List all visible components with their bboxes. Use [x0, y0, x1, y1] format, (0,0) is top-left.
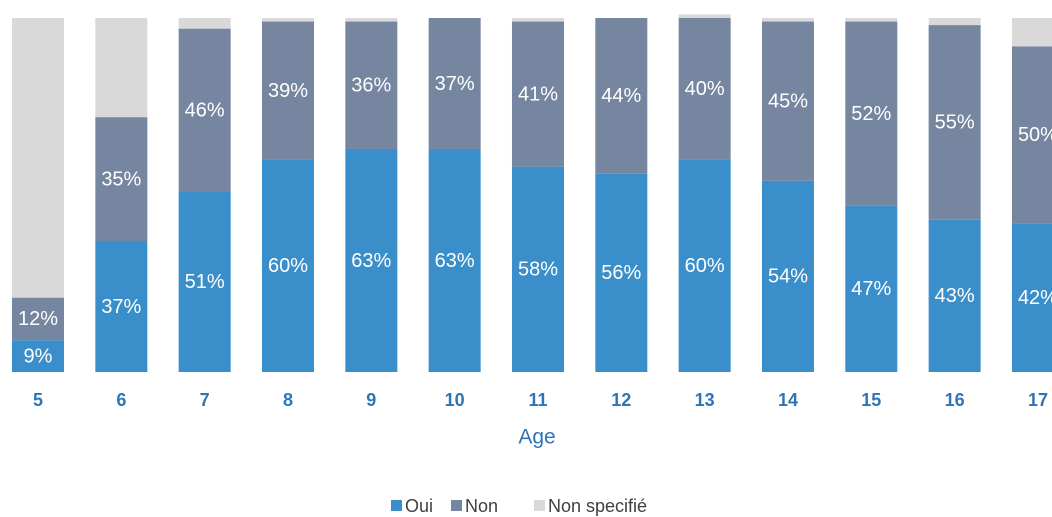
bar-segment: [95, 117, 148, 242]
bar-segment: [178, 28, 231, 192]
bar-segment: [178, 191, 231, 372]
data-label: 40%: [685, 78, 725, 100]
bar-segment: [511, 21, 564, 167]
bar-segment: [178, 18, 231, 29]
bar-segment: [845, 21, 898, 206]
bar-segment: [678, 159, 731, 372]
bar-segment: [761, 180, 814, 372]
bar-segment: [761, 21, 814, 181]
x-tick-label: 10: [445, 390, 465, 410]
data-label: 45%: [768, 90, 808, 112]
data-label: 36%: [351, 75, 391, 97]
x-tick-label: 5: [33, 390, 43, 410]
bar-segment: [1011, 223, 1052, 372]
legend-swatch: [534, 500, 545, 511]
bar-segment: [95, 241, 148, 372]
bar-segment: [261, 18, 314, 22]
x-tick-label: 11: [528, 390, 547, 410]
legend-swatch: [391, 500, 402, 511]
data-label: 44%: [601, 85, 641, 107]
legend-label: Non: [465, 496, 498, 516]
legend-label: Oui: [405, 496, 433, 516]
bar-segment: [12, 297, 64, 341]
data-label: 37%: [101, 296, 141, 318]
bar-segment: [428, 18, 481, 149]
legend-label: Non specifié: [548, 496, 647, 516]
bar-segment: [1011, 18, 1052, 47]
data-label: 56%: [601, 262, 641, 284]
bar-segment: [845, 18, 898, 22]
bar-segment: [428, 148, 481, 372]
data-label: 12%: [18, 308, 58, 330]
bar-segment: [678, 14, 731, 18]
x-tick-label: 6: [116, 390, 126, 410]
data-label: 63%: [351, 250, 391, 272]
x-tick-label: 12: [611, 390, 631, 410]
bar-segment: [261, 159, 314, 372]
data-label: 9%: [24, 345, 53, 367]
bar-segment: [95, 18, 148, 118]
data-label: 50%: [1018, 124, 1052, 146]
data-label: 39%: [268, 80, 308, 102]
bar-segment: [928, 25, 981, 220]
data-label: 43%: [935, 285, 975, 307]
bar-segment: [761, 18, 814, 22]
x-tick-label: 7: [200, 390, 210, 410]
data-label: 47%: [851, 278, 891, 300]
bar-segment: [1011, 46, 1052, 224]
x-tick-label: 8: [283, 390, 293, 410]
bar-segment: [511, 18, 564, 22]
x-tick-label: 15: [861, 390, 881, 410]
bar-segment: [595, 18, 648, 174]
x-tick-label: 16: [945, 390, 965, 410]
bar-segment: [345, 21, 398, 149]
bar-segment: [261, 21, 314, 160]
data-label: 42%: [1018, 287, 1052, 309]
data-label: 52%: [851, 103, 891, 125]
bar-segment: [595, 173, 648, 372]
data-label: 37%: [435, 73, 475, 95]
bar-segment: [12, 340, 64, 372]
x-axis-label: Age: [518, 426, 555, 449]
data-label: 60%: [268, 255, 308, 277]
x-tick-label: 17: [1028, 390, 1048, 410]
data-label: 51%: [185, 271, 225, 293]
bar-segment: [345, 148, 398, 372]
data-label: 41%: [518, 83, 558, 105]
data-label: 35%: [101, 168, 141, 190]
bar-segment: [678, 18, 731, 160]
bar-segment: [845, 205, 898, 372]
data-label: 55%: [935, 112, 975, 134]
bar-segment: [345, 18, 398, 22]
bar-segment: [511, 166, 564, 372]
bar-segment: [12, 18, 64, 298]
x-tick-label: 9: [366, 390, 376, 410]
x-tick-label: 14: [778, 390, 798, 410]
data-label: 58%: [518, 259, 558, 281]
data-label: 63%: [435, 250, 475, 272]
x-tick-label: 13: [695, 390, 715, 410]
data-label: 54%: [768, 266, 808, 288]
bar-segment: [928, 219, 981, 372]
data-label: 46%: [185, 99, 225, 121]
bar-segment: [928, 18, 981, 26]
data-label: 60%: [685, 255, 725, 277]
legend-swatch: [451, 500, 462, 511]
